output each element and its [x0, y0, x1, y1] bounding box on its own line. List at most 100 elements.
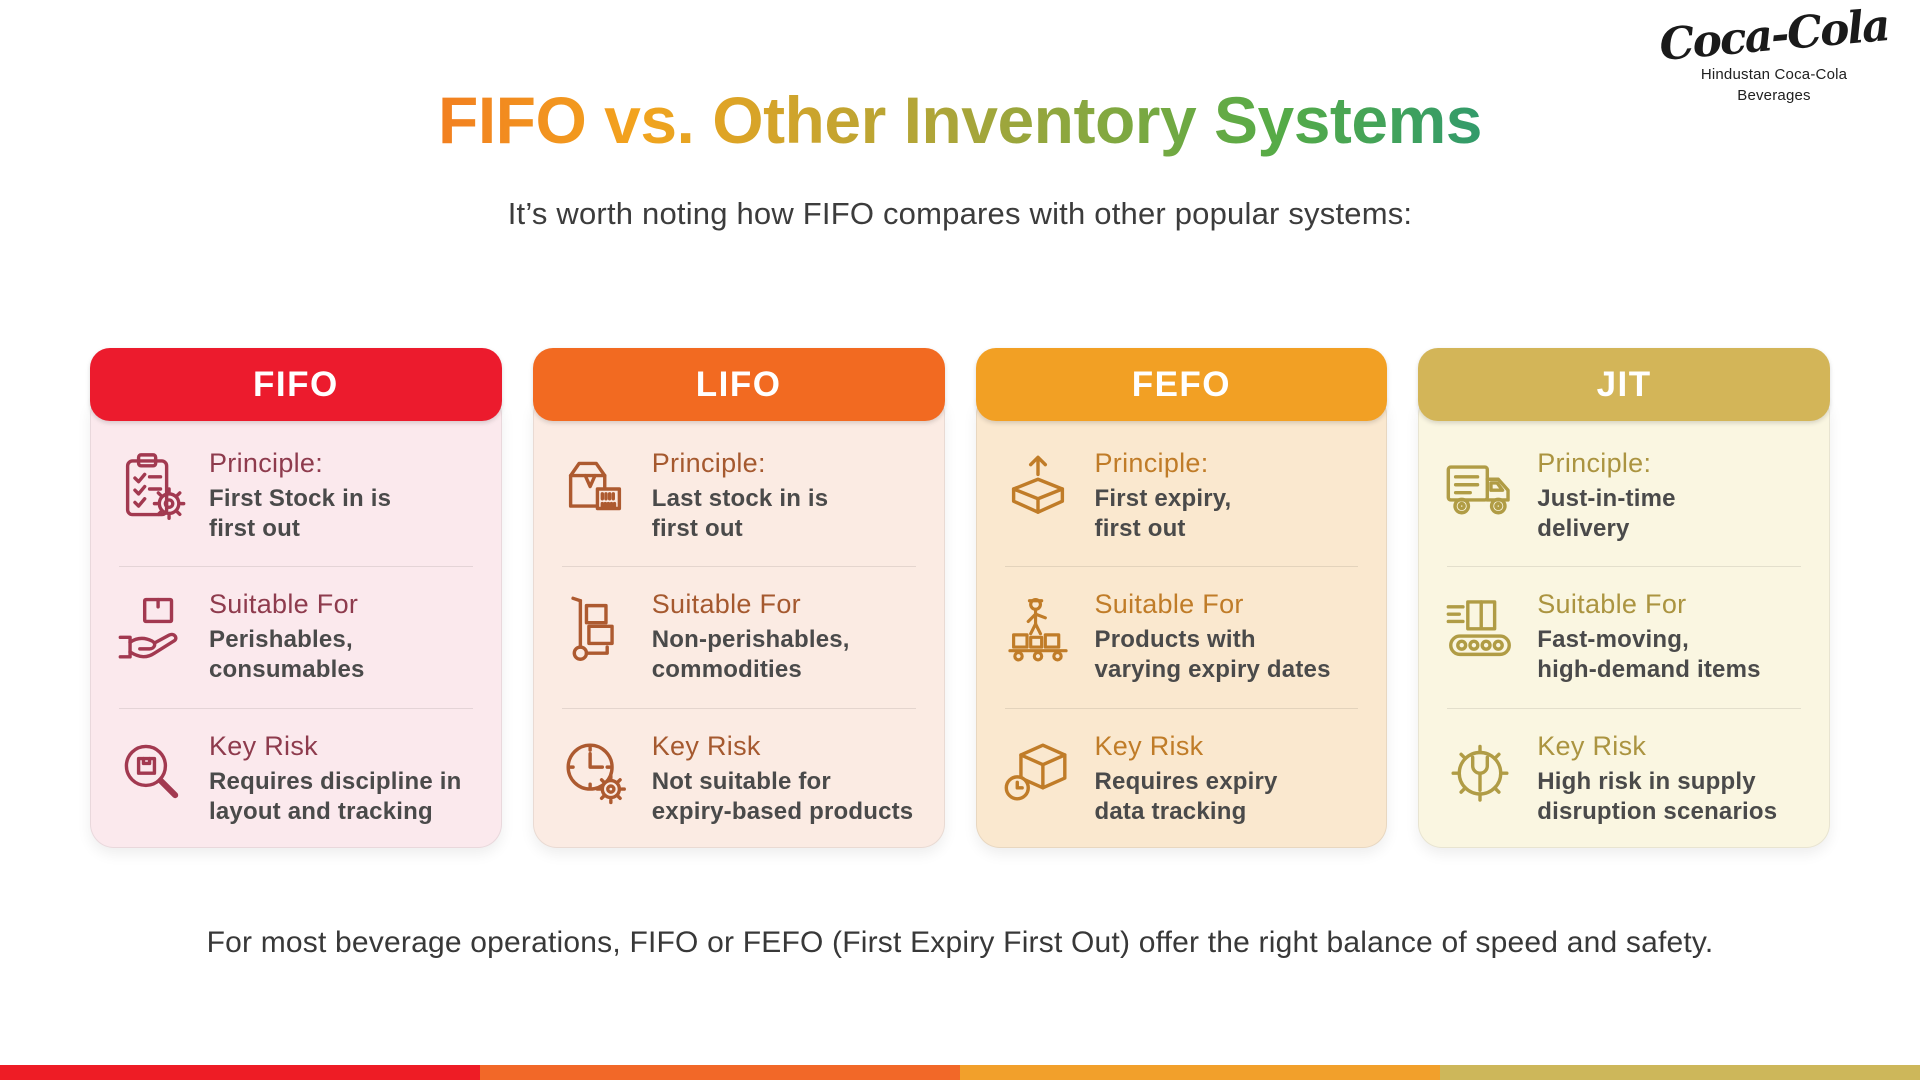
- box-clock-icon: [999, 733, 1077, 811]
- divider: [1447, 566, 1801, 568]
- section-line: First expiry,: [1094, 485, 1232, 512]
- org-name: Hindustan Coca-Cola Beverages: [1654, 64, 1894, 106]
- jit-risk-row: Key Risk High risk in supply disruption …: [1441, 731, 1807, 827]
- section-line: Requires expiry: [1094, 767, 1278, 795]
- fifo-card-header: FIFO: [90, 348, 502, 421]
- page-title: FIFO vs. Other Inventory Systems: [0, 82, 1920, 158]
- section-line: varying expiry dates: [1094, 656, 1331, 684]
- section-label: Suitable For: [1537, 589, 1687, 620]
- bar-segment-orange: [480, 1065, 960, 1080]
- jit-card: JIT Principle: Just: [1418, 348, 1830, 848]
- box-barcode-icon: [556, 450, 634, 528]
- section-label: Key Risk: [209, 730, 318, 761]
- coca-cola-logo: Coca-Cola Hindustan Coca-Cola Beverages: [1654, 0, 1894, 106]
- bar-segment-amber: [960, 1065, 1440, 1080]
- divider: [1004, 566, 1359, 568]
- section-label: Key Risk: [651, 730, 761, 761]
- org-name-line1: Hindustan Coca-Cola: [1700, 66, 1848, 83]
- divider: [119, 707, 473, 709]
- org-name-line2: Beverages: [1654, 85, 1894, 106]
- section-label: Suitable For: [209, 589, 359, 620]
- page-subtitle: It’s worth noting how FIFO compares with…: [507, 196, 1413, 231]
- divider: [561, 566, 916, 568]
- divider: [1004, 707, 1359, 709]
- section-line: high-demand items: [1537, 656, 1761, 684]
- section-line: first out: [1094, 515, 1186, 543]
- section-label: Principle:: [651, 448, 766, 478]
- section-line: disruption scenarios: [1537, 797, 1778, 825]
- fefo-suitable-text: Suitable For Products with varying expir…: [1095, 589, 1331, 685]
- jit-card-header: JIT: [1418, 348, 1830, 421]
- hand-truck-icon: [556, 591, 634, 669]
- section-line: consumables: [209, 656, 365, 684]
- section-line: first out: [651, 515, 743, 543]
- fifo-principle-text: Principle: First Stock in is first out: [209, 448, 391, 544]
- section-line: delivery: [1537, 515, 1630, 543]
- bar-segment-red: [0, 1065, 480, 1080]
- conveyor-box-icon: [1441, 591, 1519, 669]
- magnifier-box-icon: [113, 733, 191, 811]
- footer-note: For most beverage operations, FIFO or FE…: [206, 926, 1714, 959]
- fefo-risk-row: Key Risk Requires expiry data tracking: [999, 731, 1365, 827]
- lifo-risk-row: Key Risk Not suitable for expiry-based p…: [556, 731, 922, 827]
- fefo-principle-row: Principle: First expiry, first out: [999, 448, 1365, 544]
- fefo-card-title: FEFO: [1131, 364, 1232, 404]
- fefo-card-header: FEFO: [975, 348, 1388, 421]
- section-line: Requires discipline in: [209, 767, 462, 795]
- section-line: Not suitable for: [651, 767, 831, 795]
- section-line: High risk in supply: [1537, 767, 1756, 795]
- fefo-suitable-row: Suitable For Products with varying expir…: [999, 589, 1365, 685]
- lifo-suitable-row: Suitable For Non-perishables, commoditie…: [556, 589, 922, 685]
- section-line: first out: [209, 515, 301, 543]
- fefo-card-body: Principle: First expiry, first out: [975, 391, 1388, 848]
- truck-icon: [1441, 450, 1519, 528]
- section-label: Key Risk: [1094, 730, 1204, 761]
- divider: [561, 707, 916, 709]
- section-line: Products with: [1094, 626, 1256, 654]
- jit-card-body: Principle: Just-in-time delivery: [1418, 391, 1830, 848]
- section-line: Just-in-time: [1537, 485, 1676, 512]
- fifo-suitable-row: Suitable For Perishables, consumables: [113, 589, 479, 685]
- fifo-risk-row: Key Risk Requires discipline in layout a…: [113, 731, 479, 827]
- jit-suitable-row: Suitable For Fast-moving, high-demand it…: [1441, 589, 1807, 685]
- fifo-risk-text: Key Risk Requires discipline in layout a…: [209, 731, 461, 827]
- fifo-card-body: Principle: First Stock in is first out: [90, 391, 502, 848]
- section-line: data tracking: [1094, 797, 1247, 825]
- section-label: Suitable For: [1094, 589, 1244, 620]
- fifo-suitable-text: Suitable For Perishables, consumables: [209, 589, 365, 685]
- section-line: layout and tracking: [209, 797, 433, 825]
- section-label: Principle:: [1537, 448, 1652, 478]
- jit-suitable-text: Suitable For Fast-moving, high-demand it…: [1537, 589, 1760, 685]
- divider: [119, 566, 473, 568]
- jit-risk-text: Key Risk High risk in supply disruption …: [1537, 731, 1777, 827]
- section-line: Perishables,: [209, 626, 353, 654]
- clock-gear-icon: [556, 733, 634, 811]
- worker-conveyor-icon: [999, 591, 1077, 669]
- section-label: Principle:: [1094, 448, 1209, 478]
- jit-principle-row: Principle: Just-in-time delivery: [1441, 448, 1807, 544]
- section-line: Fast-moving,: [1537, 626, 1689, 654]
- section-line: First Stock in is: [209, 485, 392, 512]
- gear-wrench-icon: [1441, 733, 1519, 811]
- lifo-card-header: LIFO: [532, 348, 945, 421]
- lifo-suitable-text: Suitable For Non-perishables, commoditie…: [652, 589, 850, 685]
- lifo-risk-text: Key Risk Not suitable for expiry-based p…: [652, 731, 914, 827]
- section-label: Key Risk: [1537, 730, 1647, 761]
- divider: [1447, 707, 1801, 709]
- fefo-card: FEFO Principle: First expiry, first o: [975, 348, 1388, 848]
- section-line: Last stock in is: [651, 485, 829, 512]
- fifo-card: FIFO Principle:: [90, 348, 502, 848]
- fefo-risk-text: Key Risk Requires expiry data tracking: [1095, 731, 1278, 827]
- jit-card-title: JIT: [1596, 364, 1652, 404]
- section-label: Suitable For: [651, 589, 801, 620]
- lifo-card: LIFO Principle: Last stock in is: [532, 348, 945, 848]
- section-label: Principle:: [209, 448, 324, 478]
- coca-cola-wordmark: Coca-Cola: [1657, 0, 1891, 71]
- hand-box-icon: [113, 591, 191, 669]
- lifo-principle-text: Principle: Last stock in is first out: [652, 448, 829, 544]
- bar-segment-gold: [1440, 1065, 1920, 1080]
- lifo-principle-row: Principle: Last stock in is first out: [556, 448, 922, 544]
- lifo-card-body: Principle: Last stock in is first out: [532, 391, 945, 848]
- box-arrow-up-icon: [999, 450, 1077, 528]
